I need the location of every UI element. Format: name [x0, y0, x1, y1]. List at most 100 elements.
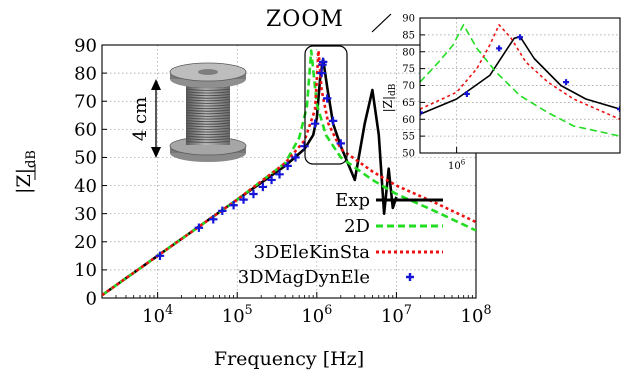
- y-tick-label: 50: [402, 149, 415, 160]
- y-tick-label: 20: [74, 232, 97, 253]
- legend-label: 3DMagDynEle: [238, 267, 370, 288]
- marker-point: [249, 189, 258, 199]
- coil-winding: [185, 127, 231, 130]
- marker-point: [209, 215, 218, 224]
- svg-text:|Z|dB: |Z|dB: [13, 150, 39, 194]
- inset-axes: [419, 17, 621, 154]
- y-tick-label: 85: [402, 30, 415, 41]
- dimension-arrow: [151, 79, 161, 158]
- inset-tick-labels: 50 55 60 65 70 75 80 85 90 106: [402, 14, 465, 173]
- coil-winding: [185, 101, 231, 104]
- main-grid: [102, 44, 477, 299]
- coil-winding: [185, 114, 231, 117]
- zoom-region-box: [304, 45, 348, 165]
- coil-winding: [185, 140, 231, 143]
- marker-point: [267, 175, 276, 185]
- legend-label: 2D: [344, 216, 370, 237]
- x-tick-label: 106: [448, 159, 466, 173]
- marker-point: [275, 170, 284, 179]
- y-tick-label: 50: [74, 148, 97, 169]
- inset-y-axis-label: |Z|dB: [381, 83, 398, 112]
- series-line-3DEleKinSta: [420, 23, 620, 121]
- coil-winding: [185, 119, 231, 123]
- series-line-3DEleKinSta: [102, 49, 476, 297]
- coil-winding: [185, 96, 231, 99]
- marker-point: [463, 90, 470, 97]
- main-tick-labels: 0 10 20 30 40 50 60 70 80 90 104 105 106 107 108: [74, 35, 491, 327]
- coil-illustration: [169, 62, 247, 162]
- y-tick-label: 60: [74, 120, 97, 141]
- y-tick-label: 60: [402, 115, 415, 126]
- legend-label: Exp: [335, 190, 370, 211]
- y-tick-label: 80: [402, 47, 415, 58]
- marker-point: [318, 57, 328, 67]
- coil-winding: [185, 88, 231, 91]
- main-axes: [101, 44, 477, 299]
- marker-point: [496, 45, 503, 52]
- y-tick-label: 90: [402, 14, 415, 25]
- plot-frame: [419, 17, 621, 154]
- coil-winding: [185, 106, 231, 110]
- marker-point: [229, 201, 238, 210]
- coil-winding: [185, 109, 231, 112]
- marker-point: [563, 79, 570, 86]
- inset-chart: 50 55 60 65 70 75 80 85 90 106 |Z|dB: [381, 14, 621, 173]
- main-x-axis-label: Frequency [Hz]: [214, 348, 364, 370]
- coil-winding: [185, 117, 231, 120]
- x-tick-label: 107: [381, 302, 412, 327]
- marker-point: [420, 109, 423, 116]
- coil-winding: [185, 112, 231, 115]
- legend: Exp 2D 3DEleKinSta 3DMagDynEle: [238, 190, 443, 288]
- main-series: [102, 49, 476, 297]
- y-tick-label: 70: [402, 81, 415, 92]
- y-tick-label: 90: [74, 35, 97, 56]
- marker-point: [239, 195, 248, 204]
- coil-winding: [185, 135, 231, 138]
- coil-winding: [185, 138, 231, 141]
- coil-winding: [185, 93, 231, 97]
- coil-winding: [185, 91, 231, 94]
- dimension-label: 4 cm: [130, 97, 151, 141]
- x-tick-label: 105: [222, 302, 253, 327]
- main-chart: 0 10 20 30 40 50 60 70 80 90 104 105 106 107 108 |Z|dB…: [13, 7, 491, 370]
- main-y-axis-label: |Z|dB: [13, 150, 39, 194]
- svg-text:|Z|dB: |Z|dB: [381, 83, 398, 112]
- marker-point: [218, 206, 227, 216]
- series-line-2D: [420, 23, 620, 137]
- legend-marker: [406, 273, 414, 281]
- y-tick-label: 30: [74, 204, 97, 225]
- legend-label: 3DEleKinSta: [253, 242, 370, 263]
- coil-winding: [185, 122, 231, 125]
- y-tick-label: 40: [74, 176, 97, 197]
- inset-series: [420, 23, 620, 137]
- y-tick-label: 75: [402, 64, 415, 75]
- marker-point: [617, 106, 620, 113]
- x-tick-label: 108: [461, 302, 492, 327]
- coil-winding: [185, 125, 231, 128]
- marker-point: [310, 119, 320, 128]
- plot-frame: [101, 44, 477, 299]
- marker-point: [155, 251, 165, 261]
- y-tick-label: 55: [402, 132, 415, 143]
- x-tick-label: 104: [142, 302, 173, 327]
- y-tick-label: 70: [74, 92, 97, 113]
- coil-winding: [185, 104, 231, 107]
- coil-winding: [185, 130, 231, 133]
- marker-point: [291, 153, 300, 162]
- marker-point: [322, 94, 332, 103]
- y-tick-label: 80: [74, 63, 97, 84]
- marker-point: [194, 223, 204, 232]
- marker-point: [317, 68, 326, 78]
- marker-point: [283, 161, 292, 171]
- inset-grid: [420, 17, 620, 154]
- marker-point: [517, 34, 523, 41]
- zoom-label: ZOOM: [266, 7, 344, 32]
- marker-point: [336, 139, 345, 148]
- plot-area: [102, 45, 476, 298]
- coil-winding: [185, 132, 231, 136]
- series-line-2D: [102, 49, 476, 297]
- marker-point: [328, 116, 338, 126]
- coil-winding: [185, 99, 231, 102]
- y-tick-label: 0: [86, 288, 97, 309]
